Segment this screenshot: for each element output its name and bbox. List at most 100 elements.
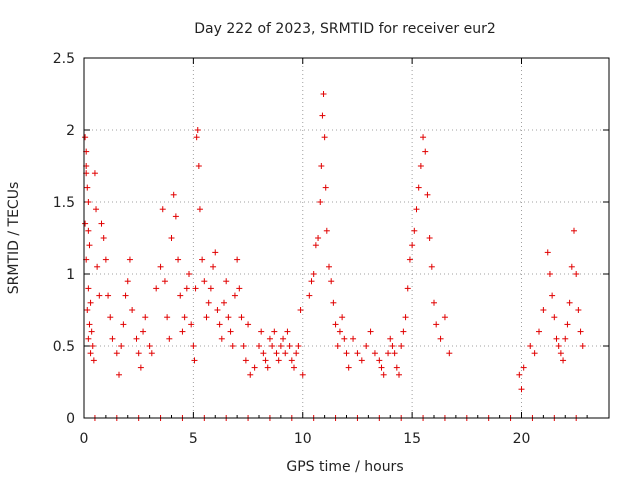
data-point bbox=[269, 343, 276, 349]
data-point bbox=[210, 263, 217, 270]
data-point bbox=[411, 227, 418, 234]
data-point bbox=[172, 213, 179, 220]
data-point bbox=[320, 91, 327, 97]
data-point bbox=[91, 170, 98, 177]
data-point bbox=[113, 350, 120, 357]
data-point bbox=[84, 184, 91, 191]
data-point bbox=[100, 235, 107, 241]
data-point bbox=[142, 314, 149, 321]
data-point bbox=[89, 343, 96, 349]
data-point bbox=[566, 299, 573, 306]
data-point bbox=[242, 357, 249, 364]
data-point bbox=[367, 328, 374, 335]
data-point bbox=[183, 285, 190, 292]
data-point bbox=[286, 343, 293, 349]
data-point bbox=[549, 292, 556, 299]
y-tick-label: 0.5 bbox=[53, 339, 75, 355]
data-point bbox=[216, 321, 223, 328]
data-point bbox=[573, 271, 580, 277]
data-point bbox=[536, 328, 542, 335]
data-point bbox=[317, 199, 324, 205]
y-tick-label: 1.5 bbox=[53, 195, 75, 211]
data-point bbox=[186, 271, 192, 277]
data-point bbox=[328, 278, 335, 285]
data-point bbox=[194, 127, 201, 133]
data-point bbox=[98, 220, 105, 227]
data-point bbox=[191, 357, 198, 364]
data-point bbox=[94, 263, 101, 270]
data-point bbox=[564, 321, 571, 328]
data-point bbox=[201, 278, 208, 285]
data-point bbox=[332, 321, 339, 328]
data-point bbox=[318, 163, 325, 169]
data-point bbox=[363, 343, 370, 349]
data-point bbox=[192, 285, 199, 292]
data-point bbox=[214, 307, 221, 313]
data-point bbox=[223, 278, 230, 285]
chart-title: Day 222 of 2023, SRMTID for receiver eur… bbox=[194, 21, 496, 37]
data-point bbox=[546, 271, 553, 277]
data-point bbox=[175, 256, 182, 263]
data-point bbox=[116, 371, 122, 378]
x-tick-label: 15 bbox=[403, 431, 421, 447]
x-tick-label: 0 bbox=[80, 431, 89, 447]
data-point bbox=[221, 299, 227, 306]
data-point bbox=[282, 350, 289, 357]
data-point bbox=[312, 242, 319, 249]
data-point bbox=[260, 350, 267, 357]
data-point bbox=[181, 314, 188, 321]
x-tick-labels: 0 5 10 15 20 bbox=[80, 431, 531, 447]
data-point bbox=[391, 350, 398, 357]
data-point bbox=[86, 321, 93, 328]
data-points bbox=[82, 91, 586, 421]
data-point bbox=[190, 343, 197, 349]
data-point bbox=[251, 364, 258, 371]
data-point bbox=[90, 357, 97, 364]
data-point bbox=[161, 278, 168, 285]
data-point bbox=[82, 220, 89, 227]
data-point bbox=[157, 263, 164, 270]
data-point bbox=[153, 285, 160, 292]
grid-lines bbox=[84, 58, 609, 418]
data-point bbox=[339, 314, 346, 321]
data-point bbox=[87, 350, 94, 357]
data-point bbox=[256, 343, 262, 349]
data-point bbox=[409, 242, 416, 249]
data-point bbox=[231, 292, 238, 299]
data-point bbox=[93, 206, 100, 213]
data-point bbox=[288, 357, 295, 364]
data-point bbox=[122, 292, 129, 299]
data-point bbox=[264, 364, 271, 371]
data-point bbox=[295, 343, 302, 349]
data-point bbox=[396, 371, 402, 378]
data-point bbox=[85, 227, 92, 234]
data-point bbox=[334, 343, 341, 349]
data-point bbox=[240, 343, 247, 349]
data-point bbox=[120, 321, 127, 328]
data-point bbox=[428, 263, 435, 270]
data-point bbox=[518, 386, 525, 393]
data-point bbox=[557, 350, 564, 357]
data-point bbox=[354, 350, 361, 357]
data-point bbox=[102, 256, 109, 263]
x-tick-label: 10 bbox=[294, 431, 312, 447]
data-point bbox=[385, 350, 392, 357]
data-point bbox=[400, 328, 407, 335]
data-point bbox=[140, 328, 147, 335]
data-point bbox=[571, 227, 577, 234]
data-point bbox=[424, 191, 431, 198]
data-point bbox=[579, 343, 586, 349]
data-point bbox=[555, 343, 562, 349]
x-tick-label: 5 bbox=[189, 431, 198, 447]
data-point bbox=[227, 328, 234, 335]
data-point bbox=[404, 285, 411, 292]
data-point bbox=[195, 163, 202, 169]
data-point bbox=[380, 371, 387, 378]
data-point bbox=[553, 335, 560, 342]
data-point bbox=[387, 335, 394, 342]
data-point bbox=[266, 335, 273, 342]
data-point bbox=[358, 357, 365, 364]
data-point bbox=[234, 256, 241, 263]
data-point bbox=[437, 335, 444, 342]
data-point bbox=[422, 148, 429, 155]
